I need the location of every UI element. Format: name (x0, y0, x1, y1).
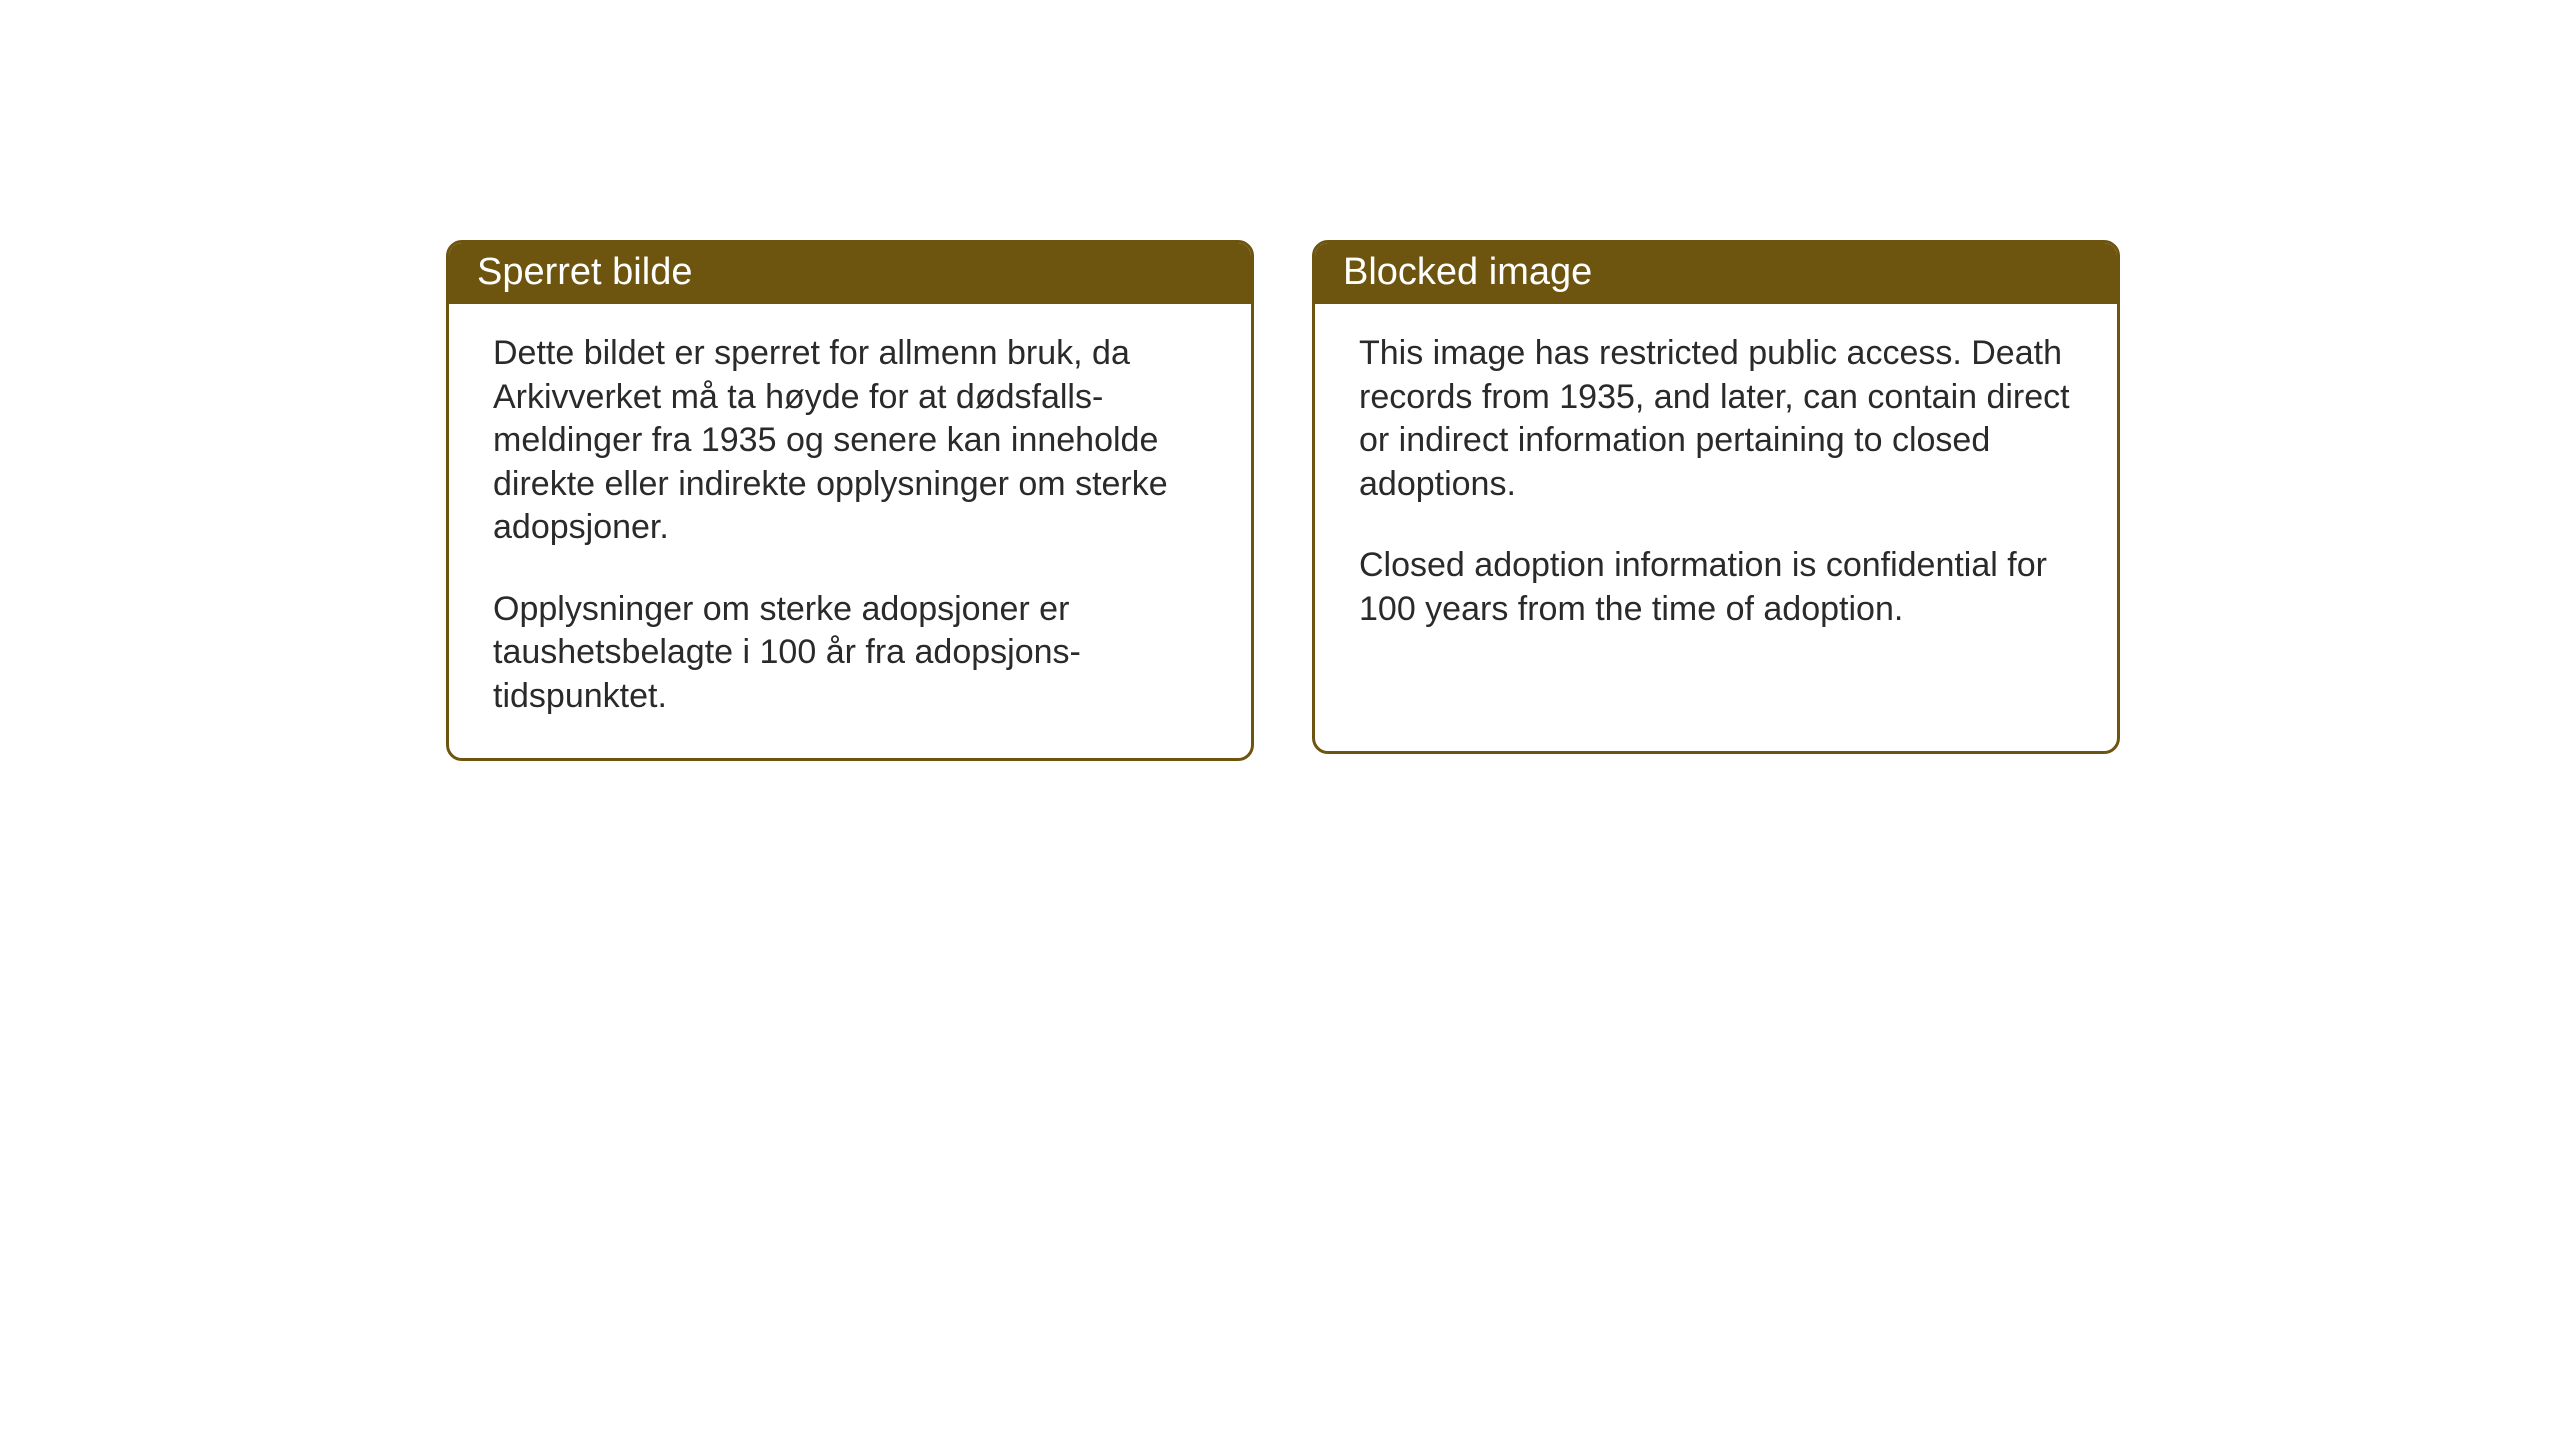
notice-body-norwegian: Dette bildet er sperret for allmenn bruk… (449, 304, 1251, 758)
notice-container: Sperret bilde Dette bildet er sperret fo… (446, 240, 2120, 761)
notice-body-english: This image has restricted public access.… (1315, 304, 2117, 671)
notice-box-english: Blocked image This image has restricted … (1312, 240, 2120, 754)
notice-paragraph: This image has restricted public access.… (1359, 332, 2073, 506)
notice-paragraph: Dette bildet er sperret for allmenn bruk… (493, 332, 1207, 550)
notice-paragraph: Opplysninger om sterke adopsjoner er tau… (493, 588, 1207, 719)
notice-box-norwegian: Sperret bilde Dette bildet er sperret fo… (446, 240, 1254, 761)
notice-header-english: Blocked image (1315, 243, 2117, 304)
notice-header-norwegian: Sperret bilde (449, 243, 1251, 304)
notice-paragraph: Closed adoption information is confident… (1359, 544, 2073, 631)
